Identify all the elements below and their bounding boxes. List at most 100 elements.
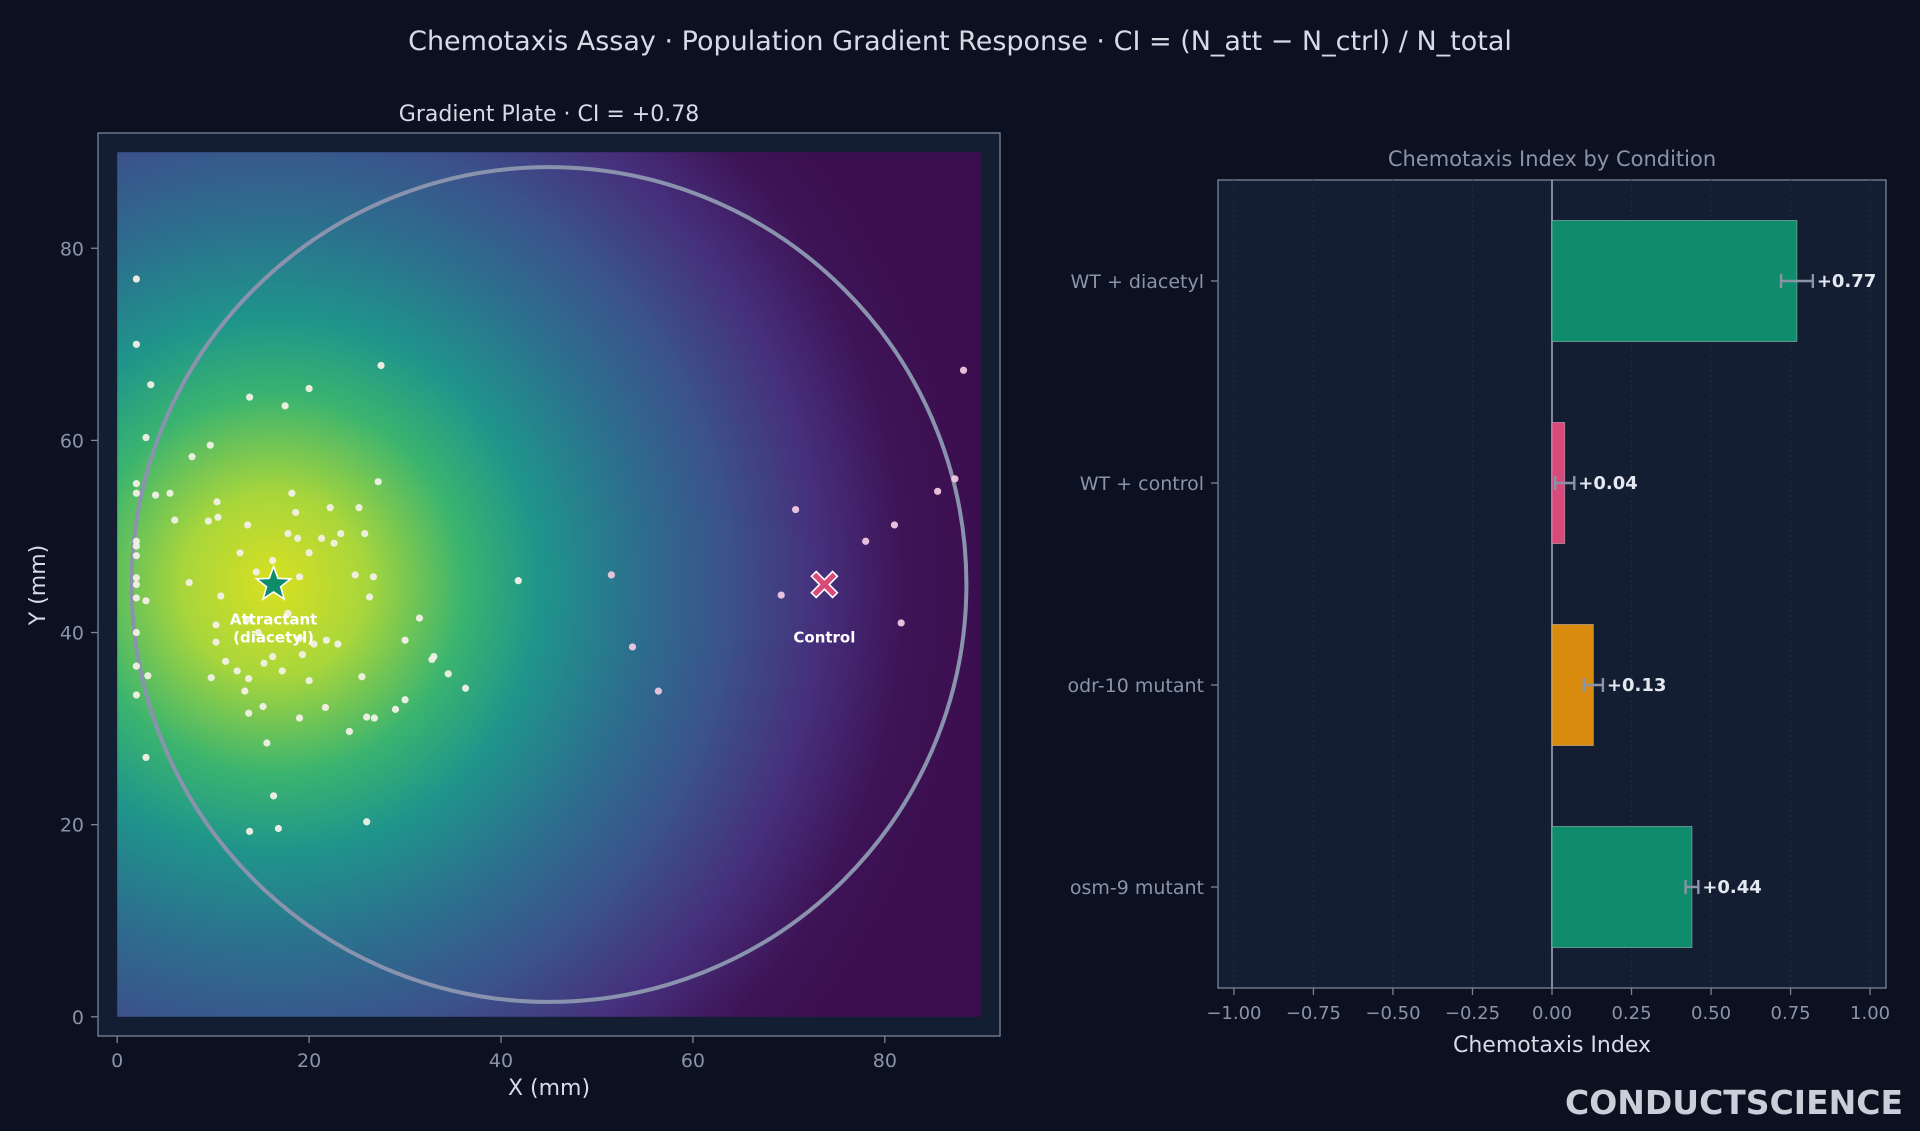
worm-point — [245, 709, 253, 717]
worm-point — [326, 504, 334, 512]
worm-point — [777, 591, 785, 599]
worm-point — [171, 516, 179, 524]
worm-point — [132, 552, 140, 560]
source-markers: Attractant (diacetyl) Control — [230, 564, 855, 647]
worm-point — [244, 521, 252, 529]
worm-point — [243, 616, 251, 624]
attractant-star-marker — [254, 564, 293, 601]
worm-point — [142, 597, 150, 605]
worm-point — [401, 636, 409, 644]
control-cross-marker — [810, 570, 839, 599]
worm-point — [330, 539, 338, 547]
worm-point — [245, 675, 253, 683]
worm-point — [305, 676, 313, 685]
bar-title: Chemotaxis Index by Condition — [1388, 147, 1716, 171]
gradient-heatmap — [117, 152, 981, 1017]
worm-point — [293, 534, 302, 542]
worm-point — [370, 714, 378, 722]
ci-bar — [1551, 826, 1693, 949]
worm-point — [241, 687, 249, 695]
worm-point — [222, 657, 230, 665]
worm-point — [377, 361, 385, 370]
worm-point — [305, 384, 313, 393]
bars: +0.77 +0.04 +0.13 +0.44 — [1551, 219, 1877, 949]
worm-point — [132, 662, 140, 670]
worm-point — [654, 687, 662, 695]
bar-x-tick-label: 0.50 — [1691, 1003, 1731, 1024]
plate-x-axis-label: X (mm) — [508, 1076, 590, 1101]
bar-x-axis: −1.00 −0.75 −0.50 −0.25 0.00 0.25 0.50 0.75 1.00 — [1206, 988, 1890, 1024]
plate-y-tick-label: 80 — [60, 238, 84, 260]
worm-point — [132, 691, 140, 699]
brand-logo: CONDUCTSCIENCE — [1565, 1083, 1903, 1122]
worm-point — [317, 534, 326, 542]
worm-point — [358, 673, 366, 681]
worm-point — [185, 578, 193, 587]
worm-point — [298, 651, 306, 659]
worm-point — [322, 636, 330, 644]
worm-point — [217, 592, 225, 600]
worm-point — [337, 529, 345, 538]
worm-point — [628, 643, 637, 651]
worm-point — [951, 475, 959, 483]
worm-point — [233, 667, 241, 675]
plate-x-tick-label: 80 — [873, 1050, 897, 1072]
worm-point — [365, 593, 374, 601]
worm-point — [862, 537, 870, 545]
worm-point — [345, 727, 354, 736]
plate-title: Gradient Plate · CI = +0.78 — [399, 102, 699, 127]
worm-point — [897, 619, 905, 627]
worm-point — [278, 667, 286, 675]
bar-x-tick-label: −1.00 — [1206, 1003, 1261, 1024]
worm-point — [334, 640, 342, 648]
worm-point — [295, 634, 304, 642]
worm-point — [959, 366, 968, 374]
worm-point — [295, 573, 304, 581]
worm-point — [607, 571, 615, 579]
worm-point — [246, 827, 254, 835]
worm-point — [363, 818, 371, 826]
bar-category-label: odr-10 mutant — [1068, 675, 1205, 697]
worm-point — [461, 684, 470, 692]
bar-value-label: +0.77 — [1817, 271, 1877, 292]
worm-point — [363, 713, 371, 721]
worm-point — [263, 739, 271, 747]
worm-point — [260, 659, 268, 667]
worm-point — [188, 453, 196, 461]
worm-point — [374, 478, 382, 486]
worm-point — [254, 628, 262, 637]
plate-y-axis-label: Y (mm) — [26, 545, 51, 626]
bar-x-axis-label: Chemotaxis Index — [1453, 1033, 1651, 1058]
worm-point — [212, 638, 220, 646]
worm-point — [246, 393, 254, 401]
plate-y-tick-label: 40 — [60, 623, 84, 645]
bar-x-tick-label: 0.25 — [1611, 1003, 1651, 1024]
worm-point — [514, 577, 522, 585]
worm-point — [132, 340, 140, 348]
worm-point — [269, 556, 277, 565]
worm-point — [288, 489, 296, 497]
worm-point — [391, 705, 400, 713]
worm-point — [207, 674, 215, 682]
worm-points — [132, 275, 968, 835]
control-label: Control — [793, 629, 855, 647]
worm-point — [213, 498, 221, 506]
worm-point — [361, 529, 369, 538]
worm-point — [252, 568, 260, 576]
worm-point — [890, 521, 899, 529]
worm-point — [270, 792, 278, 800]
worm-point — [310, 640, 318, 648]
plate-x-tick-label: 60 — [681, 1050, 705, 1072]
worm-point — [144, 672, 152, 680]
worm-point — [132, 628, 140, 637]
worm-point — [284, 609, 292, 617]
worm-point — [369, 573, 377, 581]
ci-bar-panel: Chemotaxis Index by Condition +0.77 +0.04… — [1068, 147, 1891, 1058]
worm-point — [132, 542, 140, 550]
worm-point — [351, 571, 359, 579]
worm-point — [321, 703, 330, 712]
worm-point — [132, 580, 140, 589]
worm-point — [206, 441, 214, 449]
worm-point — [274, 824, 282, 833]
